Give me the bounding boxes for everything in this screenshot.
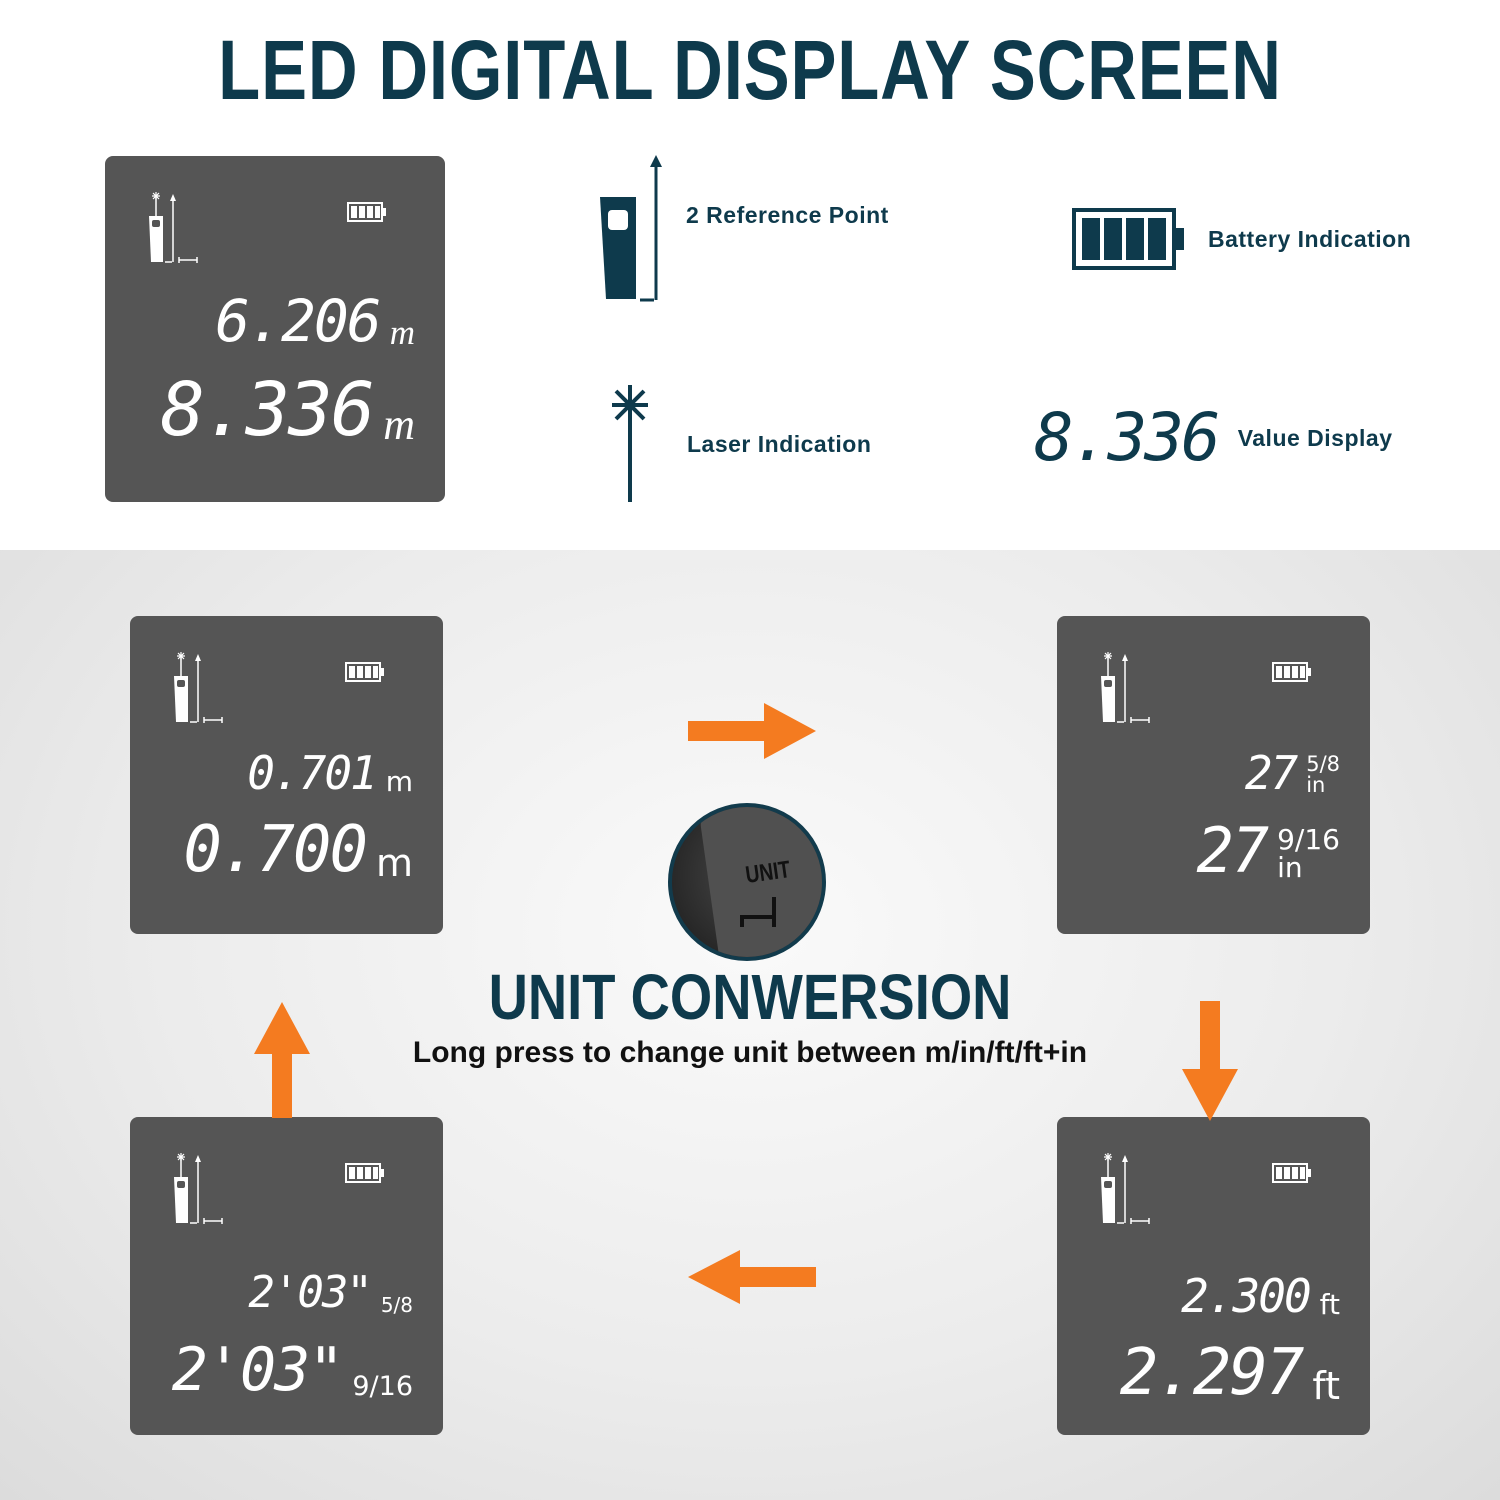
reading-unit: ft xyxy=(1312,1364,1340,1408)
reading-previous: 0.701 m xyxy=(247,750,413,796)
battery-icon xyxy=(1272,1163,1311,1183)
conversion-subtitle: Long press to change unit between m/in/f… xyxy=(412,1036,1088,1069)
reading-current: 2'03" 9/16 xyxy=(172,1340,413,1400)
arrow-left-icon xyxy=(688,1250,816,1304)
battery-icon xyxy=(347,202,386,222)
device-reference-icon xyxy=(174,652,223,723)
reading-unit: ft xyxy=(1319,1288,1340,1321)
reading-current: 0.700 m xyxy=(183,818,413,882)
laser-icon xyxy=(612,385,648,502)
reading-fraction-group: 5/8 in xyxy=(1306,754,1340,796)
lcd-screen-meters: 0.701 m 0.700 m xyxy=(130,616,443,934)
lcd-screen-main: 6.206 m 8.336 m xyxy=(105,156,445,502)
arrow-up-icon xyxy=(254,1002,310,1118)
conversion-title: UNIT CONWERSION xyxy=(488,961,1012,1033)
reading-value: 27 xyxy=(1244,746,1298,800)
battery-icon xyxy=(345,662,384,682)
arrow-right-icon xyxy=(688,703,816,759)
reading-fraction-group: 9/16 in xyxy=(1277,826,1340,882)
reading-unit: m xyxy=(385,765,413,798)
legend-reference-point: 2 Reference Point xyxy=(598,155,889,305)
reference-switch-icon xyxy=(740,897,776,927)
device-reference-icon xyxy=(174,1153,223,1224)
reading-value: 2'03" xyxy=(248,1267,372,1318)
unit-button: UNIT xyxy=(668,803,826,961)
device-reference-icon xyxy=(1101,1153,1150,1224)
battery-icon xyxy=(1272,662,1311,682)
device-reference-icon xyxy=(149,192,198,263)
reading-unit: m xyxy=(389,313,415,352)
legend-label: Laser Indication xyxy=(687,430,872,457)
reading-fraction: 5/8 xyxy=(380,1293,413,1317)
reading-previous: 6.206 m xyxy=(215,292,415,350)
reading-unit: in xyxy=(1306,773,1326,797)
reading-current: 8.336 m xyxy=(160,373,415,447)
arrow-down-icon xyxy=(1182,1001,1238,1121)
reading-value: 8.336 xyxy=(160,367,375,453)
reading-value: 2.297 xyxy=(1119,1336,1305,1410)
legend-label: 2 Reference Point xyxy=(686,201,889,228)
battery-icon xyxy=(1072,208,1184,270)
battery-icon xyxy=(345,1163,384,1183)
reading-fraction: 5/8 xyxy=(1306,752,1340,776)
reading-value: 6.206 xyxy=(215,287,382,355)
reading-previous: 2.300 ft xyxy=(1181,1273,1340,1319)
reading-value: 2'03" xyxy=(171,1335,345,1405)
reading-fraction: 9/16 xyxy=(1277,823,1340,856)
lcd-screen-feet: 2.300 ft 2.297 ft xyxy=(1057,1117,1370,1435)
lcd-screen-inches: 27 5/8 in 27 9/16 in xyxy=(1057,616,1370,934)
legend-label: Value Display xyxy=(1237,424,1393,451)
reading-value: 2.300 xyxy=(1181,1269,1311,1323)
reading-value: 0.700 xyxy=(183,813,368,887)
reading-previous: 27 5/8 in xyxy=(1245,750,1340,796)
value-display-sample: 8.336 xyxy=(1034,399,1221,476)
page-title: LED DIGITAL DISPLAY SCREEN xyxy=(218,23,1282,117)
reading-value: 0.701 xyxy=(247,746,377,800)
reading-current: 27 9/16 in xyxy=(1196,820,1340,882)
legend-laser: Laser Indication xyxy=(610,385,871,503)
reading-fraction-group: 9/16 xyxy=(352,1373,413,1400)
reading-value: 27 xyxy=(1196,814,1269,887)
reading-unit: m xyxy=(383,400,415,449)
lcd-screen-feet-inches: 2'03" 5/8 2'03" 9/16 xyxy=(130,1117,443,1435)
reading-unit: in xyxy=(1277,851,1303,884)
reading-current: 2.297 ft xyxy=(1120,1341,1340,1405)
reading-unit: m xyxy=(375,841,413,885)
legend-value-display: 8.336 Value Display xyxy=(1034,405,1393,471)
legend-battery: Battery Indication xyxy=(1072,208,1411,270)
reading-fraction: 9/16 xyxy=(352,1371,413,1402)
legend-label: Battery Indication xyxy=(1208,225,1412,252)
reading-previous: 2'03" 5/8 xyxy=(248,1267,413,1318)
device-reference-icon xyxy=(1101,652,1150,723)
reference-point-icon xyxy=(600,155,662,302)
reading-fraction-group: 5/8 xyxy=(381,1295,413,1315)
